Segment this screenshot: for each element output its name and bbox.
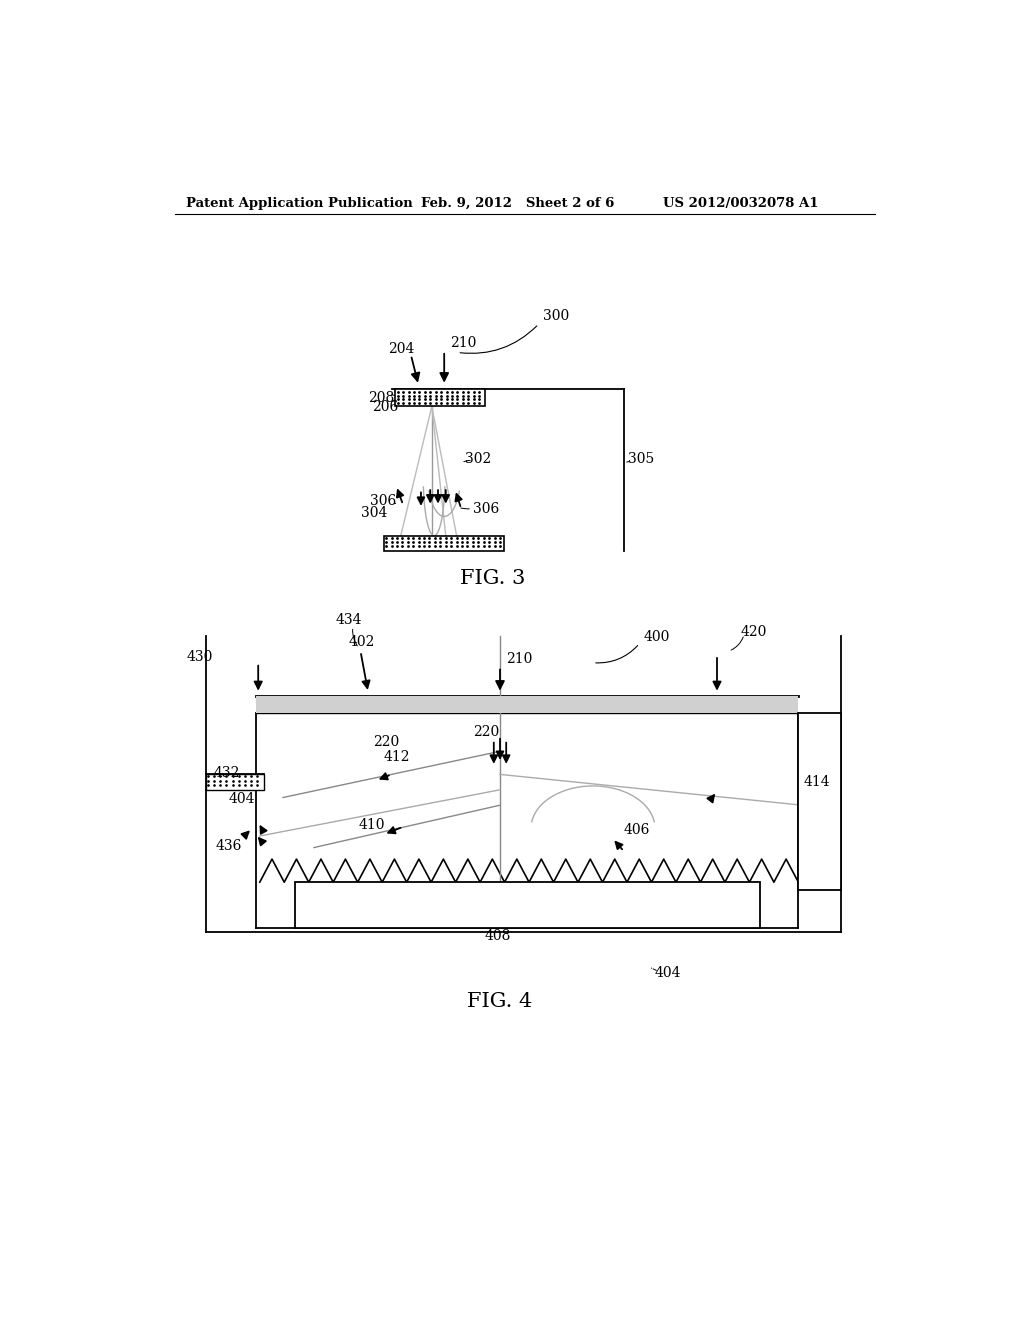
Text: 300: 300 <box>543 309 569 323</box>
Text: 402: 402 <box>349 635 375 649</box>
Text: 220: 220 <box>373 735 399 748</box>
Text: 306: 306 <box>473 502 499 516</box>
Text: 412: 412 <box>384 751 411 764</box>
Text: 408: 408 <box>484 929 511 942</box>
Text: 432: 432 <box>213 766 240 780</box>
Bar <box>256 696 799 713</box>
Bar <box>799 713 841 890</box>
Text: 210: 210 <box>450 337 476 350</box>
Text: 414: 414 <box>804 775 830 789</box>
Text: 404: 404 <box>228 792 255 807</box>
Text: Feb. 9, 2012   Sheet 2 of 6: Feb. 9, 2012 Sheet 2 of 6 <box>421 197 614 210</box>
Text: 210: 210 <box>506 652 532 665</box>
Text: 220: 220 <box>473 725 499 739</box>
Text: 302: 302 <box>465 451 492 466</box>
Bar <box>384 536 504 552</box>
Text: 206: 206 <box>372 400 398 414</box>
Text: Patent Application Publication: Patent Application Publication <box>186 197 413 210</box>
Text: 208: 208 <box>369 391 394 405</box>
Text: US 2012/0032078 A1: US 2012/0032078 A1 <box>663 197 818 210</box>
Text: 306: 306 <box>370 494 396 508</box>
Bar <box>295 882 760 928</box>
Text: 304: 304 <box>360 506 387 520</box>
Text: 410: 410 <box>359 818 385 832</box>
Text: 400: 400 <box>643 631 670 644</box>
Text: FIG. 4: FIG. 4 <box>467 993 532 1011</box>
Bar <box>395 389 484 407</box>
Text: 434: 434 <box>336 614 362 627</box>
Text: FIG. 3: FIG. 3 <box>460 569 525 587</box>
Text: 420: 420 <box>740 624 767 639</box>
Text: 204: 204 <box>388 342 414 356</box>
Bar <box>206 775 263 789</box>
Text: 305: 305 <box>628 451 654 466</box>
Text: 406: 406 <box>624 822 650 837</box>
Text: 404: 404 <box>655 966 682 979</box>
Text: 430: 430 <box>186 649 213 664</box>
Text: 436: 436 <box>216 840 242 853</box>
